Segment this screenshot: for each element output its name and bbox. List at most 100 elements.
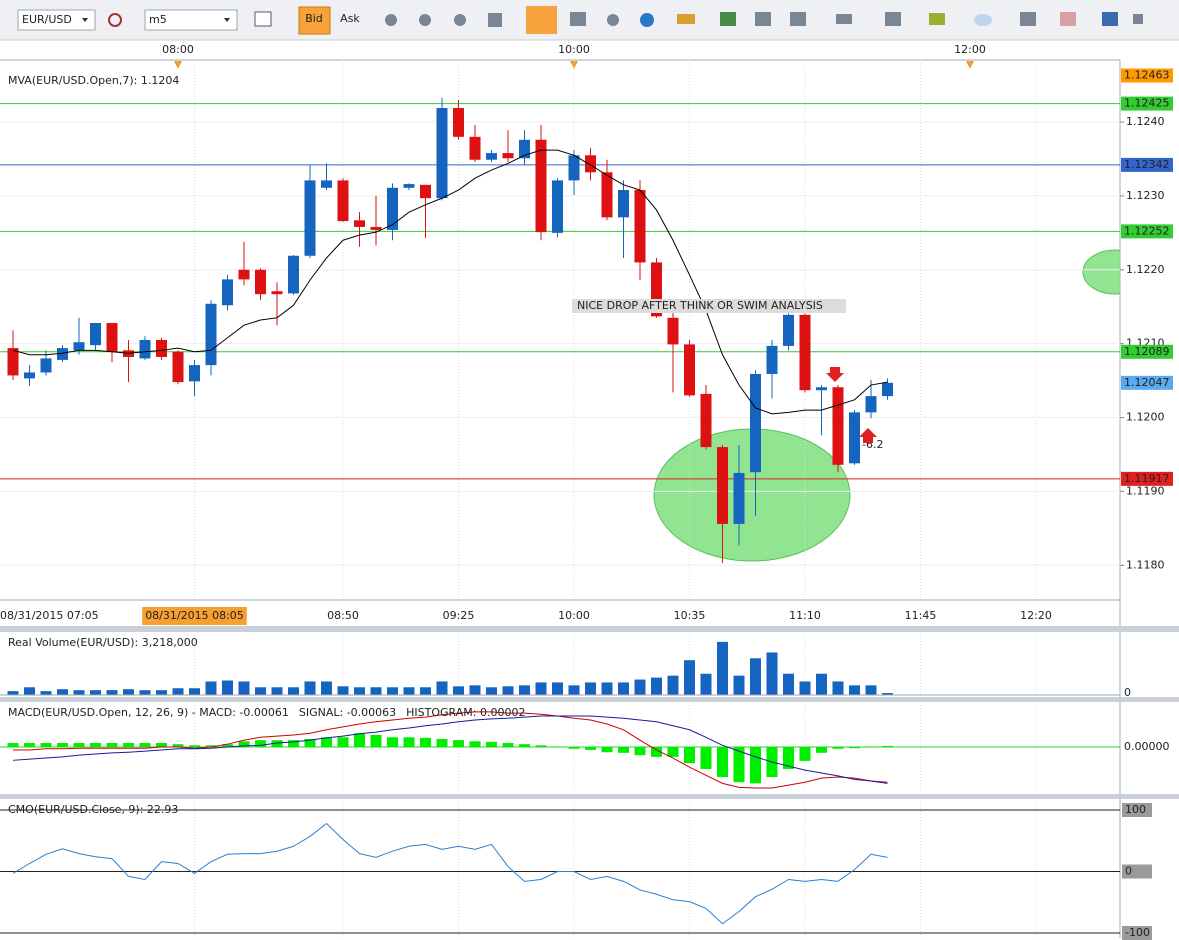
candle-body	[865, 396, 877, 413]
chart-type-icon[interactable]	[254, 11, 272, 27]
volume-bar	[502, 686, 514, 695]
candle-body	[750, 373, 761, 473]
tool-icon[interactable]	[836, 14, 852, 24]
panel-title: CMO(EUR/USD.Close, 9): 22.93	[8, 803, 178, 816]
top-x-tick-marker	[570, 61, 578, 69]
top-x-tick-label: 10:00	[558, 43, 590, 56]
y-tick-label: -100	[1125, 926, 1150, 939]
volume-bar	[882, 693, 893, 695]
link-icon[interactable]	[108, 13, 122, 27]
candle-body	[618, 190, 629, 218]
histogram-bar	[73, 743, 85, 748]
y-tick-label: 0.00000	[1124, 740, 1170, 753]
volume-bar	[271, 687, 283, 695]
volume-bar	[189, 688, 200, 695]
histogram-bar	[453, 740, 464, 748]
y-tick-label: 1.1230	[1126, 189, 1165, 202]
timeframe-select[interactable]	[144, 9, 238, 31]
volume-bar	[403, 687, 415, 695]
volume-bar	[717, 641, 728, 695]
tool-icon[interactable]	[929, 13, 945, 25]
symbol-select[interactable]	[17, 9, 96, 31]
candle-body	[370, 226, 382, 230]
histogram-bar	[172, 744, 184, 748]
tool-icon-active[interactable]	[526, 6, 557, 34]
volume-bar	[700, 673, 712, 695]
tool-icon[interactable]	[790, 12, 806, 26]
volume-bar	[139, 690, 151, 695]
volume-bar	[568, 685, 580, 695]
volume-bar	[519, 685, 530, 695]
x-tick-label: 10:00	[558, 609, 590, 622]
x-tick-label: 08:50	[327, 609, 359, 622]
x-tick-label: 12:20	[1020, 609, 1052, 622]
candle-body	[420, 184, 431, 199]
legend-entry: SIGNAL: -0.00063	[299, 706, 396, 719]
candle-body	[634, 190, 646, 263]
candle-body	[255, 269, 266, 295]
volume-bar	[40, 691, 52, 695]
tool-icon[interactable]	[974, 14, 992, 26]
tool-icon[interactable]	[677, 14, 695, 24]
volume-bar	[238, 681, 250, 695]
ask-text[interactable]: Ask	[340, 12, 360, 25]
histogram-bar	[502, 743, 514, 748]
histogram-bar	[865, 747, 877, 748]
histogram-bar	[420, 737, 431, 748]
candle-body	[882, 382, 893, 397]
histogram-bar	[354, 733, 365, 748]
histogram-bar	[57, 743, 68, 748]
histogram-bar	[123, 743, 134, 748]
y-tick-label: 100	[1125, 803, 1146, 816]
highlight-ellipse	[1082, 249, 1120, 295]
histogram-bar	[387, 737, 398, 748]
volume-bar	[337, 686, 349, 695]
volume-bar	[205, 681, 217, 695]
tool-icon[interactable]	[385, 14, 397, 26]
candle-body	[453, 108, 464, 137]
moving-average	[12, 149, 888, 415]
tool-icon[interactable]	[1060, 12, 1076, 26]
level-label: 1.12089	[1124, 345, 1170, 358]
top-x-tick-marker	[966, 61, 974, 69]
candle-body	[486, 153, 497, 160]
histogram-bar	[717, 747, 728, 778]
tool-icon[interactable]	[419, 14, 431, 26]
tool-icon[interactable]	[607, 14, 619, 26]
candle-body	[502, 153, 514, 159]
tool-icons	[385, 6, 1143, 34]
histogram-bar	[585, 747, 596, 750]
tool-icon[interactable]	[1020, 12, 1036, 26]
x-tick-highlight	[142, 607, 247, 625]
tool-icon[interactable]	[488, 13, 502, 27]
y-tick-label: 1.1240	[1126, 115, 1165, 128]
y-tick-label-bg	[1122, 803, 1152, 817]
volume-bar	[799, 681, 811, 695]
tool-icon[interactable]	[1102, 12, 1118, 26]
volume-bar	[7, 691, 19, 695]
histogram-bar	[799, 747, 811, 761]
histogram-bar	[651, 747, 662, 757]
tool-icon[interactable]	[885, 12, 901, 26]
volume-bar	[832, 681, 844, 695]
tool-icon[interactable]	[755, 12, 771, 26]
volume-bar	[387, 687, 398, 695]
candle-body	[387, 187, 398, 230]
x-tick-label: 11:45	[905, 609, 937, 622]
candle-body	[832, 387, 844, 465]
tool-icon[interactable]	[570, 12, 586, 26]
tool-icon[interactable]	[720, 12, 736, 26]
histogram-bar	[238, 741, 250, 748]
bid-button[interactable]	[298, 6, 331, 35]
tool-icon[interactable]	[1133, 14, 1143, 24]
x-tick-label: 08/31/2015 07:05	[0, 609, 99, 622]
tool-icon[interactable]	[454, 14, 466, 26]
candle-body	[568, 155, 580, 181]
candle-body	[172, 351, 184, 383]
histogram-bar	[519, 744, 530, 748]
candle-body	[73, 342, 85, 351]
timeframe-text: m5	[149, 13, 167, 26]
tool-icon[interactable]	[640, 13, 654, 27]
histogram-bar	[882, 745, 893, 748]
volume-bar	[684, 660, 695, 695]
